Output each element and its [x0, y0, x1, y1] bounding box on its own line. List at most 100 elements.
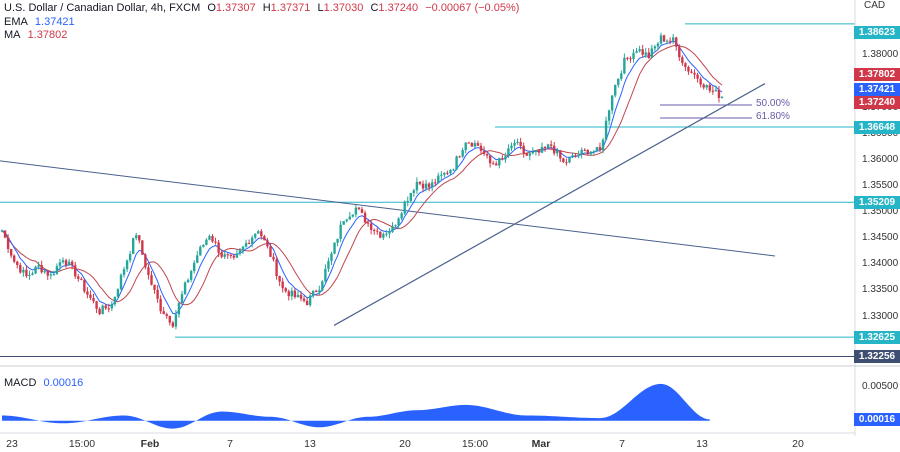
candle-body	[424, 183, 428, 189]
candle-body	[516, 141, 519, 143]
x-tick-label: 7	[227, 438, 233, 450]
candle-body	[571, 155, 574, 158]
macd-legend[interactable]: MACD 0.00016	[4, 377, 87, 390]
candle-body	[9, 248, 13, 256]
candle-body	[180, 294, 184, 304]
candle-body	[308, 295, 312, 306]
candle-body	[369, 223, 373, 230]
candle-body	[290, 290, 294, 297]
candle-body	[464, 142, 467, 151]
candle-body	[650, 48, 654, 59]
candle-body	[186, 279, 190, 283]
candle-body	[153, 284, 156, 290]
candle-body	[449, 169, 452, 174]
candle-body	[702, 84, 705, 88]
candle-body	[16, 261, 19, 266]
candle-body	[275, 259, 278, 277]
ema-legend[interactable]: EMA 1.37421	[4, 16, 79, 29]
ema-label: EMA	[4, 16, 28, 28]
candle-body	[537, 150, 541, 153]
candle-body	[52, 274, 56, 276]
candle-body	[540, 146, 544, 153]
candle-body	[412, 190, 416, 194]
candle-body	[156, 289, 159, 299]
candle-body	[272, 256, 275, 260]
candle-body	[34, 266, 37, 274]
candle-body	[293, 290, 297, 298]
price-label-box: 1.32625	[854, 330, 900, 344]
candle-body	[6, 237, 10, 249]
candle-body	[394, 225, 397, 227]
candle-body	[28, 274, 31, 277]
candle-body	[296, 294, 300, 298]
low-label: L	[317, 2, 324, 14]
x-tick-label: 7	[619, 438, 625, 450]
candle-body	[620, 73, 623, 79]
candle-body	[388, 231, 391, 234]
axes	[0, 0, 900, 436]
x-tick-label: Feb	[140, 438, 160, 450]
candle-body	[635, 51, 638, 53]
candle-body	[501, 158, 504, 160]
candle-body	[159, 298, 162, 312]
candle-body	[662, 35, 666, 42]
candle-body	[330, 253, 333, 262]
moving-average-lines	[1, 40, 723, 315]
candle-body	[614, 84, 617, 96]
symbol-header: U.S. Dollar / Canadian Dollar, 4h, FXCM …	[4, 2, 523, 15]
candle-body	[217, 242, 220, 253]
candle-body	[135, 235, 138, 239]
candle-body	[580, 149, 583, 155]
candle-body	[403, 201, 406, 214]
candle-body	[40, 265, 43, 273]
candle-body	[287, 291, 290, 297]
candle-body	[467, 142, 470, 144]
candle-body	[430, 182, 434, 188]
price-label-box: 1.37802	[854, 67, 900, 81]
ma-line	[1, 44, 723, 306]
candle-body	[525, 153, 528, 156]
candle-body	[339, 224, 342, 239]
candle-body	[470, 142, 474, 147]
candle-body	[318, 290, 321, 293]
candle-body	[397, 218, 400, 226]
candle-body	[391, 226, 394, 232]
candlesticks	[0, 32, 724, 330]
candle-body	[357, 207, 361, 210]
candle-body	[311, 290, 315, 296]
candle-body	[382, 233, 385, 238]
candle-body	[556, 150, 559, 154]
ma-legend[interactable]: MA 1.37802	[4, 29, 71, 42]
close-value: 1.37240	[378, 2, 419, 14]
candle-body	[519, 141, 522, 146]
y-tick-label: 1.33500	[862, 284, 899, 296]
candle-body	[247, 242, 251, 244]
candle-body	[687, 66, 690, 72]
candle-body	[266, 240, 269, 247]
candle-body	[98, 308, 101, 315]
close-label: C	[370, 2, 379, 14]
candle-body	[345, 219, 348, 222]
x-tick-label: 15:00	[68, 438, 96, 450]
price-label-box: 1.37240	[854, 95, 900, 109]
candle-body	[144, 254, 147, 268]
candle-body	[324, 268, 327, 282]
candle-body	[507, 148, 510, 157]
candle-body	[659, 35, 663, 44]
candle-body	[214, 241, 217, 243]
y-tick-label: 1.35500	[862, 180, 899, 191]
candle-body	[363, 212, 367, 223]
price-label-box: 1.37421	[854, 82, 900, 96]
fib-level-label: 61.80%	[756, 111, 790, 123]
macd-label: MACD	[4, 377, 37, 389]
candle-body	[101, 305, 104, 315]
candle-body	[717, 89, 721, 98]
candle-body	[321, 281, 324, 291]
candle-body	[376, 230, 379, 232]
candle-body	[241, 246, 245, 251]
candle-body	[498, 158, 501, 166]
candle-body	[562, 158, 565, 163]
candle-body	[379, 231, 382, 238]
candle-body	[278, 276, 281, 282]
